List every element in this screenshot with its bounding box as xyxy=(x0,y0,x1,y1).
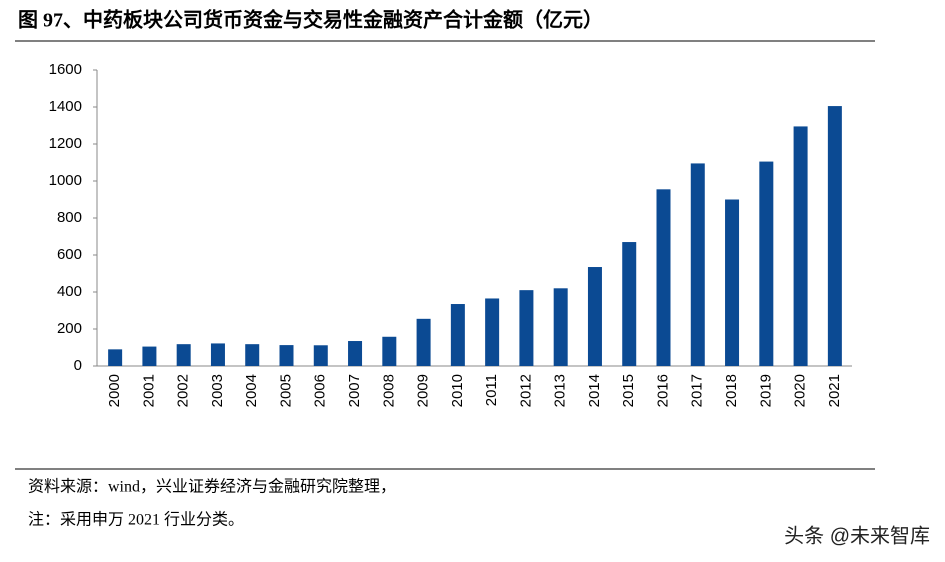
bar xyxy=(210,343,225,366)
bar xyxy=(587,267,602,366)
bar xyxy=(313,345,328,366)
x-tick-label: 2005 xyxy=(277,374,294,407)
x-tick-label: 2018 xyxy=(723,374,740,407)
x-tick-label: 2009 xyxy=(415,374,432,407)
x-tick-label: 2014 xyxy=(586,374,603,407)
x-tick-label: 2011 xyxy=(483,374,500,406)
watermark: 头条 @未来智库 xyxy=(784,524,930,547)
x-tick-label: 2013 xyxy=(552,374,569,407)
x-tick-label: 2019 xyxy=(757,374,774,407)
chart-title: 图 97、中药板块公司货币资金与交易性金融资产合计金额（亿元） xyxy=(18,8,603,32)
y-tick-label: 0 xyxy=(74,357,82,374)
x-tick-label: 2017 xyxy=(689,374,706,407)
bar xyxy=(656,189,671,366)
bar xyxy=(348,341,363,366)
bar xyxy=(108,349,123,366)
bar xyxy=(793,126,808,366)
bar xyxy=(485,298,500,366)
bar xyxy=(725,199,740,366)
y-tick-label: 1600 xyxy=(49,61,82,78)
x-tick-label: 2006 xyxy=(312,374,329,407)
x-tick-label: 2000 xyxy=(106,374,123,407)
x-tick-label: 2015 xyxy=(620,374,637,407)
bar xyxy=(622,242,637,366)
bar xyxy=(176,344,191,366)
bar xyxy=(382,336,397,366)
x-tick-label: 2012 xyxy=(517,374,534,407)
bar xyxy=(450,304,465,366)
y-tick-label: 1200 xyxy=(49,135,82,152)
bar xyxy=(759,161,774,366)
y-tick-label: 800 xyxy=(57,209,82,226)
x-tick-label: 2010 xyxy=(449,374,466,407)
bar xyxy=(245,344,260,366)
y-tick-label: 200 xyxy=(57,320,82,337)
bar xyxy=(519,290,534,366)
x-tick-label: 2021 xyxy=(826,374,843,407)
x-tick-label: 2004 xyxy=(243,374,260,407)
y-tick-label: 400 xyxy=(57,283,82,300)
source-text: 资料来源：wind，兴业证券经济与金融研究院整理， xyxy=(28,478,396,496)
x-tick-label: 2002 xyxy=(175,374,192,407)
x-tick-label: 2001 xyxy=(140,374,157,407)
x-tick-label: 2003 xyxy=(209,374,226,407)
bar xyxy=(416,318,431,366)
bar xyxy=(142,346,157,366)
note-text: 注：采用申万 2021 行业分类。 xyxy=(28,511,244,529)
bar xyxy=(690,163,705,366)
x-tick-label: 2007 xyxy=(346,374,363,407)
bar xyxy=(553,288,568,366)
x-tick-label: 2016 xyxy=(654,374,671,407)
bar xyxy=(827,106,842,366)
y-tick-label: 1000 xyxy=(49,172,82,189)
y-tick-label: 600 xyxy=(57,246,82,263)
x-tick-label: 2008 xyxy=(380,374,397,407)
x-tick-label: 2020 xyxy=(792,374,809,407)
y-tick-label: 1400 xyxy=(49,98,82,115)
bar xyxy=(279,345,294,366)
